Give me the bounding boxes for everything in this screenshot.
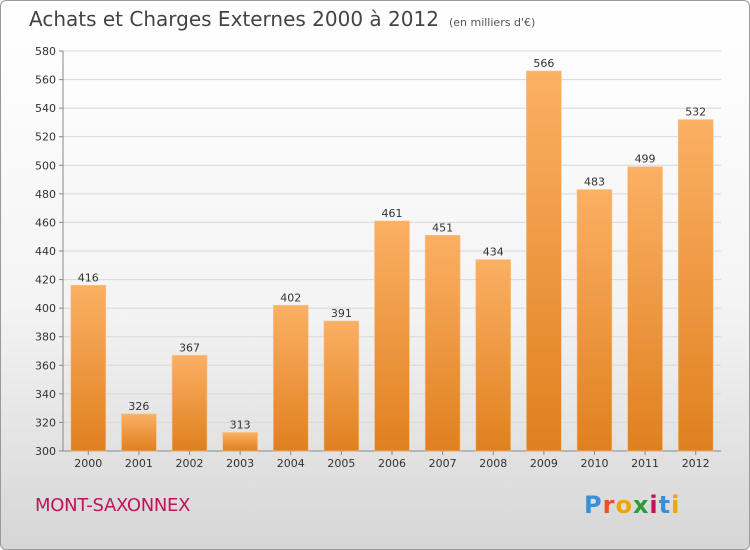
y-tick-label: 520 <box>35 131 56 144</box>
y-tick-label: 440 <box>35 245 56 258</box>
y-tick-label: 500 <box>35 159 56 172</box>
bar-value-label: 566 <box>533 57 554 70</box>
bar <box>374 220 410 452</box>
proxiti-logo: Proxiti <box>584 491 680 519</box>
y-tick-label: 540 <box>35 102 56 115</box>
bar-value-label: 532 <box>685 106 706 119</box>
x-tick-label: 2001 <box>125 457 153 470</box>
brand-letter: i <box>649 491 659 519</box>
chart-subtitle: (en milliers d'€) <box>448 16 536 29</box>
x-tick-label: 2012 <box>682 457 710 470</box>
bar-value-label: 367 <box>179 341 200 354</box>
bar <box>222 432 258 452</box>
brand-letter: P <box>584 491 603 519</box>
bar-value-label: 499 <box>635 153 656 166</box>
y-tick-label: 560 <box>35 74 56 87</box>
chart-title: Achats et Charges Externes 2000 à 2012 (e… <box>29 7 535 31</box>
bar-value-label: 391 <box>331 307 352 320</box>
bar <box>475 259 511 452</box>
bar <box>171 354 208 452</box>
bar-value-label: 461 <box>382 207 403 220</box>
bar-value-label: 451 <box>432 221 453 234</box>
bar-value-label: 434 <box>483 246 504 259</box>
x-tick-label: 2005 <box>327 457 355 470</box>
y-tick-label: 400 <box>35 302 56 315</box>
bar <box>323 320 360 452</box>
x-tick-label: 2004 <box>277 457 305 470</box>
brand-letter: t <box>658 491 672 519</box>
x-tick-label: 2011 <box>631 457 659 470</box>
bar <box>627 166 663 452</box>
x-tick-label: 2002 <box>176 457 204 470</box>
x-tick-label: 2010 <box>580 457 608 470</box>
bar <box>576 189 613 452</box>
x-tick-label: 2009 <box>530 457 558 470</box>
y-tick-label: 580 <box>35 45 56 58</box>
y-tick-label: 480 <box>35 188 56 201</box>
brand-letter: i <box>671 491 681 519</box>
bar <box>273 304 309 452</box>
chart-title-text: Achats et Charges Externes 2000 à 2012 <box>29 7 439 31</box>
bar <box>424 234 461 452</box>
x-tick-label: 2008 <box>479 457 507 470</box>
brand-letter: x <box>632 491 650 519</box>
commune-name: MONT-SAXONNEX <box>35 495 191 516</box>
x-tick-label: 2007 <box>429 457 457 470</box>
brand-letter: r <box>602 491 616 519</box>
x-tick-label: 2003 <box>226 457 254 470</box>
bar-value-label: 313 <box>230 418 251 431</box>
bar <box>121 413 157 452</box>
y-tick-label: 340 <box>35 388 56 401</box>
bar-value-label: 326 <box>128 400 149 413</box>
bar-value-label: 483 <box>584 176 605 189</box>
y-tick-label: 300 <box>35 445 56 458</box>
y-tick-label: 460 <box>35 216 56 229</box>
bar-value-label: 402 <box>280 291 301 304</box>
y-tick-label: 380 <box>35 331 56 344</box>
x-tick-label: 2000 <box>74 457 102 470</box>
brand-letter: o <box>615 491 633 519</box>
y-tick-label: 320 <box>35 416 56 429</box>
bar <box>677 119 714 452</box>
y-tick-label: 360 <box>35 359 56 372</box>
bar-value-label: 416 <box>78 271 99 284</box>
x-tick-label: 2006 <box>378 457 406 470</box>
bar <box>526 70 562 452</box>
y-tick-label: 420 <box>35 274 56 287</box>
bar <box>70 284 107 452</box>
